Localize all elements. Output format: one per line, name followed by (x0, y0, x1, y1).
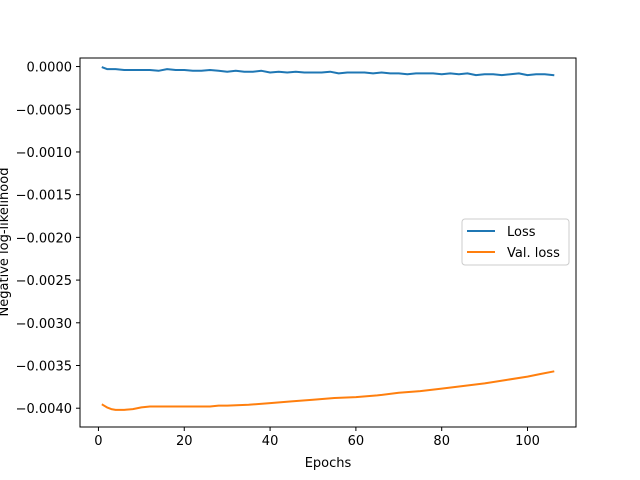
y-tick-label: −0.0005 (16, 103, 72, 118)
series-layer (101, 66, 555, 411)
y-tick-label: −0.0020 (16, 231, 72, 246)
y-axis-label: Negative log-likelihood (0, 168, 12, 317)
y-tick-label: −0.0025 (16, 274, 72, 289)
legend-label-loss: Loss (507, 225, 536, 240)
series-line-val-loss (101, 370, 555, 411)
x-tick-label: 0 (94, 434, 102, 449)
y-tick-label: −0.0030 (16, 317, 72, 332)
y-axis-ticks: 0.0000 −0.0005 −0.0010 −0.0015 −0.0020 −0.002… (16, 61, 80, 417)
x-tick-label: 60 (348, 434, 365, 449)
y-tick-label: −0.0040 (16, 402, 72, 417)
x-tick-label: 80 (433, 434, 450, 449)
series-line-loss (101, 66, 555, 77)
x-tick-label: 20 (176, 434, 193, 449)
legend: Loss Val. loss (461, 218, 570, 266)
legend-label-val-loss: Val. loss (507, 246, 560, 261)
y-tick-label: −0.0035 (16, 360, 72, 375)
x-axis-label: Epochs (305, 456, 352, 471)
x-tick-label: 100 (515, 434, 540, 449)
y-tick-label: −0.0010 (16, 146, 72, 161)
x-axis-ticks: 0 20 40 60 80 100 (94, 427, 540, 449)
x-tick-label: 40 (262, 434, 279, 449)
y-tick-label: −0.0015 (16, 189, 72, 204)
y-tick-label: 0.0000 (27, 61, 73, 76)
plot-frame (79, 57, 577, 428)
